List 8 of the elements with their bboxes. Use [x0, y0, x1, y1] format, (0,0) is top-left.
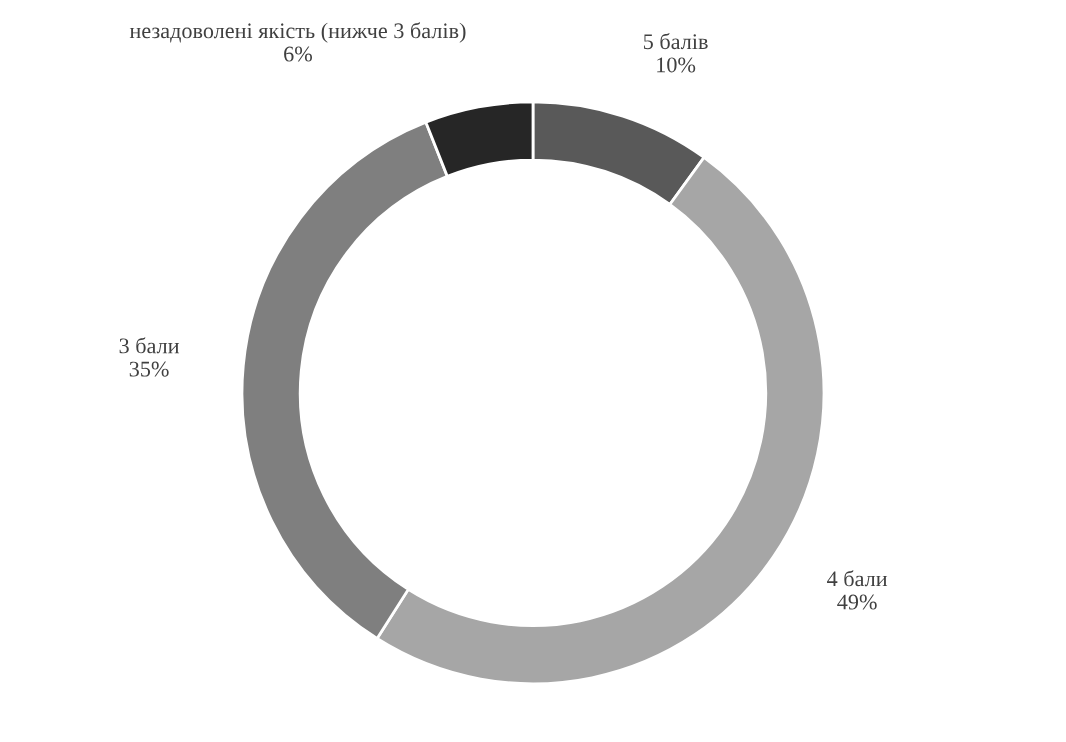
data-label: 35%	[129, 361, 169, 377]
data-label: 49%	[837, 594, 877, 610]
slice-label: 5 балів	[643, 33, 708, 50]
data-label: 6%	[284, 46, 313, 62]
slice-label: 3 бали	[119, 337, 180, 354]
slice-label: незадоволені якість (нижче 3 балів)	[129, 22, 466, 43]
data-label: 10%	[657, 57, 696, 73]
slice-label: 4 бали	[827, 570, 888, 587]
